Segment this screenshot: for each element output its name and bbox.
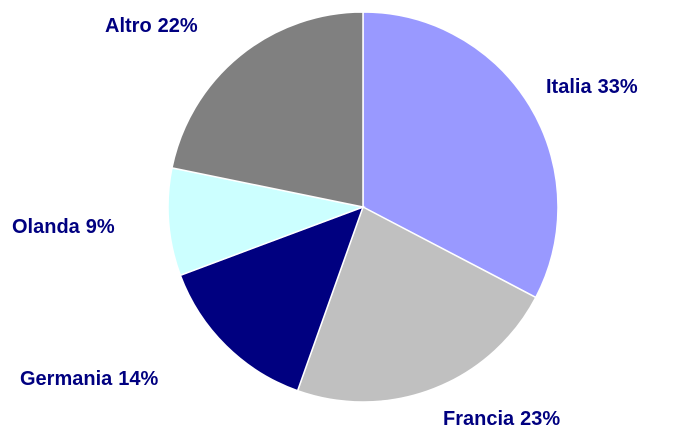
pie-slice — [167, 166, 366, 277]
slice-value: 22% — [158, 15, 198, 37]
pie-slice — [179, 205, 365, 392]
slice-category: Italia — [546, 76, 592, 98]
slice-category: Francia — [443, 408, 515, 430]
slice-category: Olanda — [12, 216, 81, 238]
slice-value: 23% — [520, 408, 560, 430]
pie-slice — [362, 11, 559, 299]
slice-category: Altro — [105, 15, 152, 37]
pie-slice — [171, 11, 364, 208]
slice-category: Germania — [20, 368, 113, 390]
slice-label: Francia 23% — [443, 408, 560, 430]
slice-value: 14% — [118, 368, 158, 390]
slice-label: Italia 33% — [546, 76, 638, 98]
slice-label: Germania 14% — [20, 368, 159, 390]
slice-label: Altro 22% — [105, 15, 198, 37]
pie-slice — [296, 205, 537, 403]
slice-value: 9% — [86, 216, 115, 238]
slice-label: Olanda 9% — [12, 216, 115, 238]
slice-value: 33% — [598, 76, 638, 98]
